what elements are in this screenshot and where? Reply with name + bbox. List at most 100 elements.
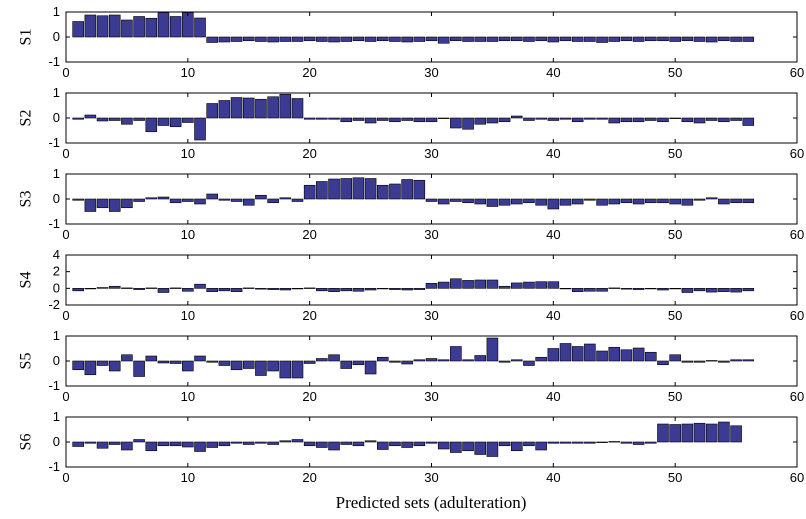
bar bbox=[121, 441, 133, 451]
bar bbox=[596, 441, 608, 443]
bar bbox=[340, 441, 353, 445]
bar bbox=[157, 117, 170, 126]
bar bbox=[328, 117, 340, 120]
bar bbox=[267, 96, 279, 119]
bar bbox=[279, 440, 292, 443]
bar bbox=[96, 117, 109, 122]
bar bbox=[693, 360, 706, 363]
y-tick-label: 0 bbox=[53, 191, 60, 206]
bar bbox=[218, 198, 231, 201]
bar bbox=[242, 287, 255, 289]
bar bbox=[510, 441, 523, 452]
bar bbox=[437, 36, 450, 44]
bar bbox=[242, 441, 255, 445]
bar bbox=[84, 441, 97, 444]
bar bbox=[450, 441, 462, 453]
bar bbox=[72, 288, 84, 292]
bar bbox=[364, 36, 377, 42]
bar bbox=[230, 97, 243, 119]
bar bbox=[401, 360, 413, 365]
y-tick-label: -2 bbox=[48, 297, 60, 312]
bar bbox=[413, 179, 426, 200]
y-axis-label: S3 bbox=[18, 191, 35, 208]
bar bbox=[584, 441, 596, 444]
bar bbox=[389, 36, 401, 42]
bar bbox=[498, 360, 511, 363]
bar bbox=[657, 288, 669, 291]
x-tick-label: 30 bbox=[424, 146, 438, 161]
bar bbox=[169, 198, 182, 204]
bar bbox=[267, 441, 279, 445]
bar bbox=[133, 439, 145, 443]
bar bbox=[498, 198, 511, 206]
bar bbox=[559, 441, 572, 444]
bar bbox=[328, 36, 340, 43]
bar bbox=[255, 360, 267, 376]
bar bbox=[303, 441, 316, 447]
bar bbox=[596, 36, 608, 43]
bar bbox=[157, 12, 170, 38]
x-tick-label: 60 bbox=[790, 470, 804, 485]
bar bbox=[96, 360, 109, 366]
y-tick-label: 1 bbox=[53, 4, 60, 19]
x-tick-label: 60 bbox=[790, 146, 804, 161]
x-tick-label: 30 bbox=[424, 308, 438, 323]
bar bbox=[230, 360, 243, 371]
bar bbox=[267, 288, 279, 290]
bar bbox=[133, 198, 145, 202]
bar bbox=[645, 441, 657, 444]
bar bbox=[230, 288, 243, 292]
bar bbox=[620, 117, 633, 123]
bar bbox=[450, 278, 462, 289]
bar bbox=[523, 281, 535, 289]
y-tick-label: 0 bbox=[53, 110, 60, 125]
bar bbox=[242, 97, 255, 119]
bar bbox=[84, 14, 97, 38]
x-tick-label: 50 bbox=[668, 308, 682, 323]
bar bbox=[425, 36, 438, 42]
x-tick-label: 20 bbox=[302, 308, 316, 323]
bar bbox=[742, 288, 755, 292]
bar bbox=[401, 117, 413, 121]
bar bbox=[279, 36, 292, 42]
bar bbox=[72, 198, 84, 201]
bar bbox=[657, 198, 669, 204]
bar bbox=[705, 36, 718, 43]
bar bbox=[645, 117, 657, 121]
bar bbox=[486, 198, 499, 207]
bar bbox=[352, 288, 365, 292]
bar bbox=[352, 36, 365, 42]
bar bbox=[498, 117, 511, 123]
bar bbox=[523, 198, 535, 204]
bar bbox=[413, 359, 426, 362]
bar bbox=[303, 360, 316, 364]
bar bbox=[425, 117, 438, 123]
bar bbox=[169, 16, 182, 38]
bar bbox=[718, 421, 730, 443]
bar bbox=[364, 288, 377, 291]
bar bbox=[108, 360, 121, 372]
bar bbox=[267, 198, 279, 204]
bar bbox=[462, 280, 474, 289]
bar bbox=[182, 288, 194, 292]
bar bbox=[510, 36, 523, 42]
bar bbox=[121, 117, 133, 125]
bar bbox=[450, 117, 462, 129]
bar bbox=[535, 281, 547, 289]
bar bbox=[145, 441, 158, 452]
bar bbox=[462, 117, 474, 130]
bar bbox=[291, 198, 304, 202]
bar bbox=[718, 198, 730, 205]
bar bbox=[559, 117, 572, 120]
bar bbox=[657, 36, 669, 42]
bar bbox=[474, 117, 487, 125]
bar bbox=[72, 360, 84, 371]
x-tick-label: 20 bbox=[302, 470, 316, 485]
bar bbox=[316, 181, 328, 200]
bar bbox=[742, 198, 755, 204]
bar bbox=[547, 441, 560, 444]
bar bbox=[705, 288, 718, 293]
bar bbox=[718, 360, 730, 363]
bar bbox=[535, 36, 547, 42]
